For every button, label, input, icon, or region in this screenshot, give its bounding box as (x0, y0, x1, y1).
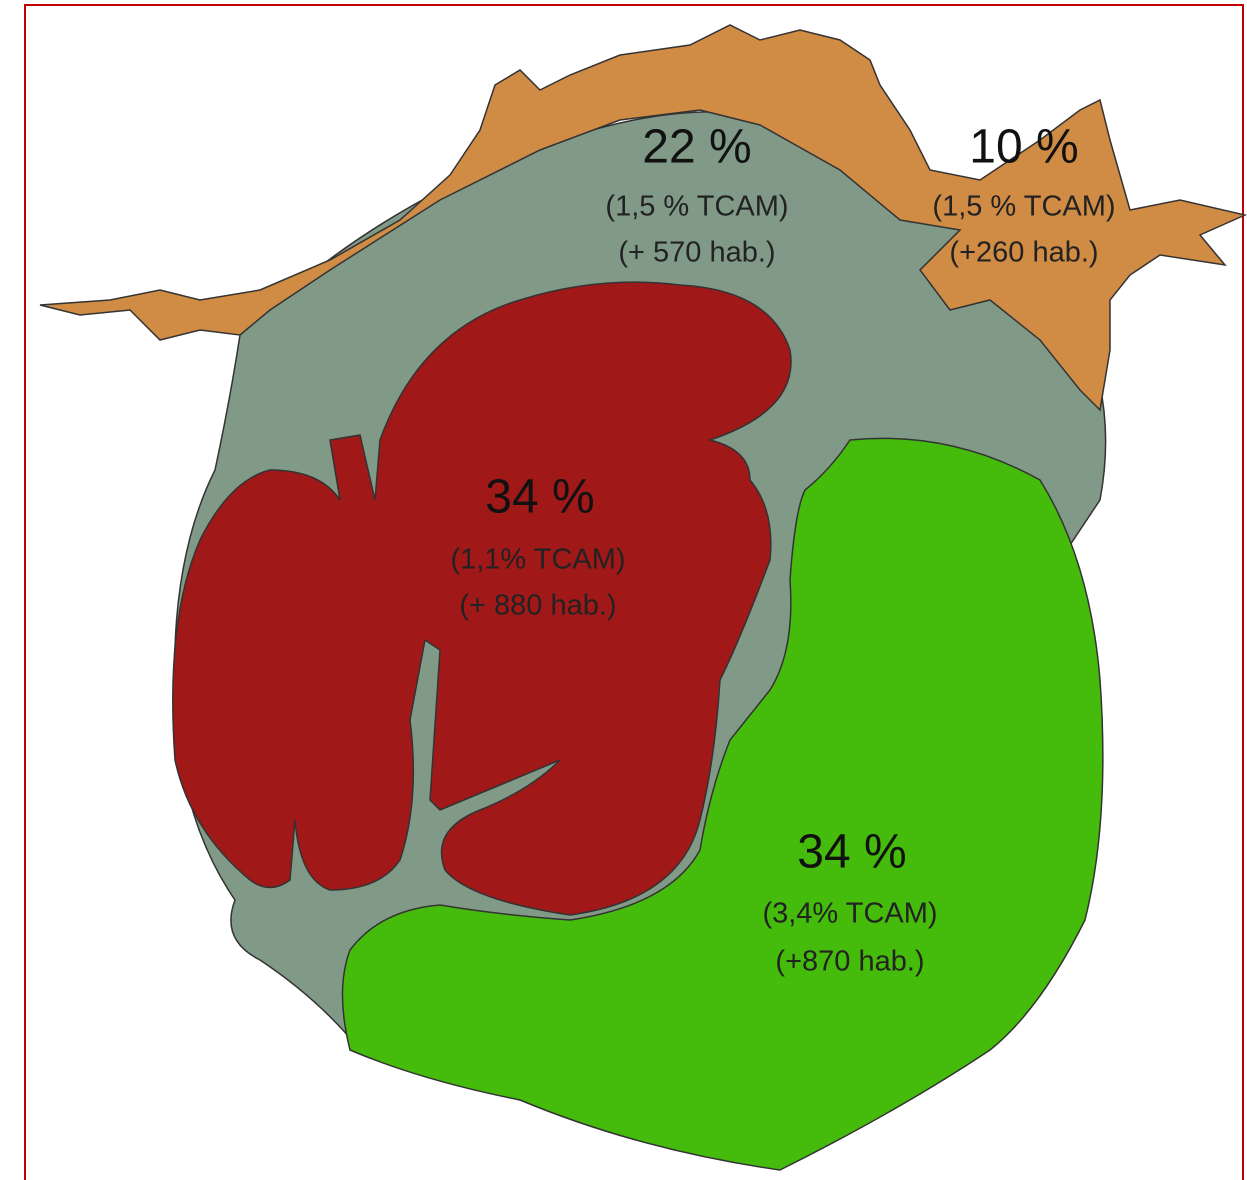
page: {"regions": [ {"share": "22 %", "tcam": … (0, 0, 1247, 1180)
gain-label: (+ 570 hab.) (618, 237, 775, 269)
tcam-label: (1,5 % TCAM) (932, 191, 1115, 223)
share-label: 10 % (969, 121, 1078, 174)
gain-label: (+ 880 hab.) (459, 590, 616, 622)
share-label: 34 % (485, 471, 594, 524)
gain-label: (+260 hab.) (949, 237, 1098, 269)
share-label: 22 % (642, 121, 751, 174)
tcam-label: (3,4% TCAM) (762, 898, 937, 930)
share-label: 34 % (797, 826, 906, 879)
tcam-label: (1,5 % TCAM) (605, 191, 788, 223)
map: 22 % (1,5 % TCAM) (+ 570 hab.) 10 % (1,5… (0, 0, 1247, 1180)
tcam-label: (1,1% TCAM) (450, 544, 625, 576)
gain-label: (+870 hab.) (775, 946, 924, 978)
